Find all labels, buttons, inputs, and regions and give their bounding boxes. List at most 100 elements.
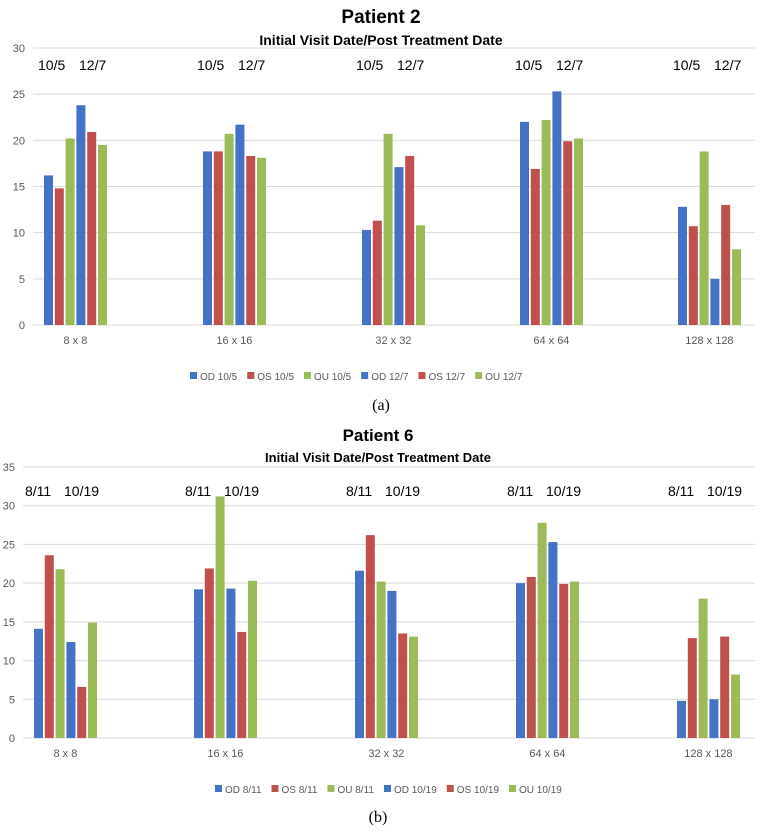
chart-b-ytick-label: 15 bbox=[3, 617, 15, 629]
chart-a-bar-od bbox=[76, 105, 86, 325]
chart-b-date-label: 8/11 bbox=[507, 483, 533, 499]
chart-a-legend-label: OS 12/7 bbox=[428, 372, 465, 383]
chart-a-category-label: 8 x 8 bbox=[63, 335, 87, 347]
chart-b-bar-ou bbox=[248, 580, 257, 738]
chart-a-date-label: 12/7 bbox=[397, 57, 424, 73]
chart-b-date-label: 10/19 bbox=[385, 483, 420, 499]
chart-a-date-label: 12/7 bbox=[556, 57, 583, 73]
chart-a-date-label: 10/5 bbox=[38, 57, 65, 73]
chart-a-bar-od bbox=[203, 151, 212, 325]
chart-a-bar-ou bbox=[65, 138, 75, 325]
chart-a-bar-ou bbox=[257, 157, 266, 325]
chart-b-ytick-label: 0 bbox=[9, 733, 15, 745]
chart-a-bar-os bbox=[54, 188, 64, 325]
chart-a-ytick-label: 10 bbox=[13, 228, 25, 240]
chart-b-bar-od bbox=[709, 699, 719, 738]
chart-b-legend-swatch bbox=[215, 785, 222, 792]
chart-a-plot: 0 5 10 15 20 25 30 8 x 8 16 x 16 32 x 32 64 x 64 12… bbox=[13, 43, 755, 383]
chart-a-date-label: 12/7 bbox=[714, 57, 741, 73]
chart-a-bar-os bbox=[530, 168, 540, 325]
chart-a-legend-swatch bbox=[247, 372, 255, 379]
chart-b-date-label: 10/19 bbox=[64, 483, 99, 499]
chart-a-bar-os bbox=[87, 132, 97, 325]
chart-a-caption: (a) bbox=[372, 397, 390, 414]
chart-b-category-label: 8 x 8 bbox=[53, 748, 77, 760]
chart-a-date-label: 10/5 bbox=[197, 57, 224, 73]
chart-b-ytick-label: 25 bbox=[3, 539, 15, 551]
chart-b-plot: 0 5 10 15 20 25 30 35 8 x 8 16 x 16 32 x 32 64 x 64… bbox=[3, 462, 755, 796]
chart-b-bar-od bbox=[34, 628, 43, 738]
chart-b-bar-os bbox=[77, 686, 87, 738]
chart-a-ytick-label: 5 bbox=[19, 274, 25, 286]
chart-b-bar-ou bbox=[731, 674, 740, 738]
chart-a-bar-od bbox=[710, 278, 720, 325]
chart-a-legend-swatch bbox=[190, 372, 197, 379]
chart-a-category-label: 128 x 128 bbox=[685, 335, 733, 347]
chart-b-ytick-label: 20 bbox=[3, 578, 15, 590]
chart-b-ytick-label: 5 bbox=[9, 694, 15, 706]
chart-a-category-label: 16 x 16 bbox=[216, 335, 252, 347]
chart-a-bar-od bbox=[520, 121, 529, 325]
chart-b-bar-os bbox=[237, 631, 247, 738]
chart-b-legend-swatch bbox=[509, 785, 517, 792]
chart-a-date-label: 10/5 bbox=[356, 57, 383, 73]
chart-b-ytick-label: 35 bbox=[3, 462, 15, 474]
chart-b-bar-os bbox=[687, 638, 697, 738]
chart-b-legend-swatch bbox=[271, 785, 279, 792]
chart-a-bar-os bbox=[246, 156, 256, 325]
chart-b-date-label: 10/19 bbox=[546, 483, 581, 499]
chart-b-legend-label: OS 10/19 bbox=[457, 785, 500, 796]
chart-a-bar-ou bbox=[732, 249, 741, 325]
chart-b-date-label: 10/19 bbox=[707, 483, 742, 499]
chart-b-bar-ou bbox=[55, 569, 65, 738]
chart-b-category-label: 16 x 16 bbox=[207, 748, 243, 760]
chart-b-legend-swatch bbox=[383, 785, 391, 792]
chart-b-bar-od bbox=[355, 570, 364, 738]
chart-a-bar-ou bbox=[98, 144, 107, 325]
chart-b-date-label: 8/11 bbox=[668, 483, 694, 499]
chart-b-legend-swatch bbox=[446, 785, 454, 792]
chart-b-legend-label: OD 8/11 bbox=[225, 785, 262, 796]
chart-a-bar-od bbox=[394, 167, 404, 325]
chart-a-date-label: 12/7 bbox=[238, 57, 265, 73]
chart-a-ytick-label: 20 bbox=[13, 135, 25, 147]
chart-b-bar-os bbox=[44, 555, 54, 738]
chart-a-date-label: 10/5 bbox=[673, 57, 700, 73]
chart-a-bar-os bbox=[688, 226, 698, 325]
chart-b-bar-ou bbox=[215, 496, 225, 738]
chart-b-date-label: 10/19 bbox=[224, 483, 259, 499]
chart-b-date-label: 8/11 bbox=[185, 483, 211, 499]
chart-a-legend-label: OD 12/7 bbox=[371, 372, 409, 383]
chart-a-legend-swatch bbox=[303, 372, 311, 379]
chart-a-bar-od bbox=[678, 206, 687, 325]
chart-a-date-label: 12/7 bbox=[79, 57, 106, 73]
chart-b-bar-os bbox=[365, 535, 375, 738]
chart-a-bar-od bbox=[552, 91, 562, 325]
chart-a-category-label: 32 x 32 bbox=[375, 335, 411, 347]
chart-a-legend-label: OU 10/5 bbox=[314, 372, 352, 383]
chart-b-bar-os bbox=[204, 568, 214, 738]
chart-a-category-label: 64 x 64 bbox=[533, 335, 569, 347]
chart-b-legend-label: OU 8/11 bbox=[337, 785, 374, 796]
chart-a-legend-label: OS 10/5 bbox=[257, 372, 294, 383]
chart-a-subtitle: Initial Visit Date/Post Treatment Date bbox=[259, 32, 502, 48]
chart-b-category-label: 128 x 128 bbox=[684, 748, 732, 760]
chart-b-bar-os bbox=[526, 576, 536, 738]
chart-a-bar-od bbox=[362, 229, 371, 325]
chart-a-bar-os bbox=[563, 141, 573, 325]
chart-b-bar-od bbox=[516, 583, 525, 738]
chart-b-legend-swatch bbox=[327, 785, 335, 792]
chart-b-bar-os bbox=[720, 636, 730, 738]
chart-a-bar-ou bbox=[699, 151, 709, 325]
chart-a-bar-ou bbox=[383, 133, 393, 325]
chart-b-bar-os bbox=[559, 583, 569, 738]
chart-a-legend-label: OD 10/5 bbox=[200, 372, 238, 383]
chart-a-ytick-label: 15 bbox=[13, 182, 25, 194]
chart-a-bar-ou bbox=[574, 138, 583, 325]
chart-b-bar-ou bbox=[409, 636, 418, 738]
chart-a-legend-swatch bbox=[418, 372, 426, 379]
chart-b-bar-ou bbox=[698, 598, 708, 738]
chart-b-legend-label: OS 8/11 bbox=[282, 785, 318, 796]
chart-b-date-label: 8/11 bbox=[346, 483, 372, 499]
